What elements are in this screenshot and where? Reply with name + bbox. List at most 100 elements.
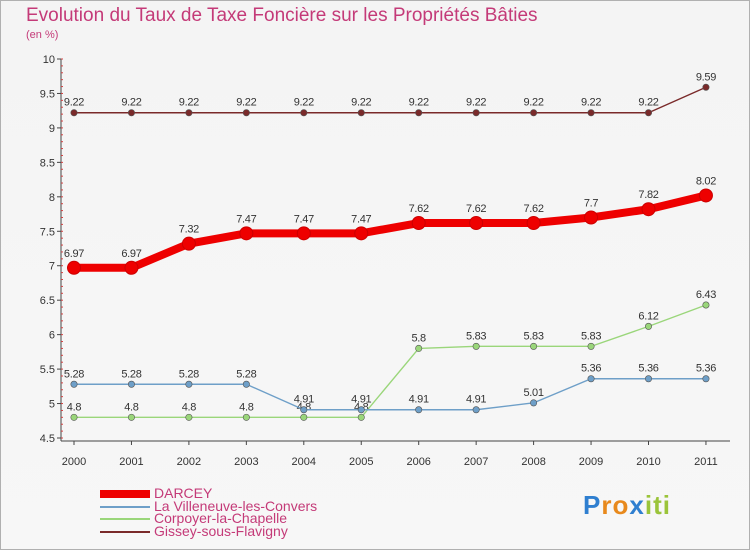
data-point: [300, 109, 308, 117]
data-point: [357, 413, 365, 421]
data-label: 9.22: [64, 97, 84, 109]
data-point: [124, 260, 139, 275]
logo-letter: t: [653, 490, 663, 520]
y-tick-label: 8: [49, 192, 55, 204]
data-label: 5.36: [696, 363, 716, 375]
proxiti-logo: Proxiti: [583, 490, 671, 521]
data-label: 4.91: [351, 394, 371, 406]
series-gissey-sous-flavigny: 9.22 9.22 9.22 9.22 9.22 9.22 9.22 9.22 9.22 9.22…: [64, 71, 717, 117]
data-point: [415, 109, 423, 117]
data-point: [472, 342, 480, 350]
data-label: 5.8: [411, 332, 426, 344]
data-point: [587, 109, 595, 117]
logo-letter: i: [644, 490, 654, 520]
y-tick-label: 10: [43, 54, 55, 66]
data-label: 7.62: [466, 203, 486, 215]
data-point: [185, 109, 193, 117]
data-point: [702, 83, 710, 91]
x-tick-label: 2007: [464, 456, 488, 468]
data-label: 4.91: [466, 394, 486, 406]
data-label: 5.83: [466, 330, 486, 342]
data-label: 6.97: [121, 248, 141, 260]
data-point: [644, 109, 652, 117]
data-label: 5.01: [523, 387, 543, 399]
x-tick-label: 2005: [349, 456, 373, 468]
x-tick-label: 2003: [234, 456, 258, 468]
x-tick-label: 2010: [636, 456, 660, 468]
data-point: [530, 342, 538, 350]
data-label: 8.02: [696, 175, 716, 187]
data-point: [127, 109, 135, 117]
data-label: 9.22: [581, 97, 601, 109]
data-point: [70, 380, 78, 388]
data-point: [354, 226, 369, 241]
data-point: [530, 109, 538, 117]
x-tick-label: 2002: [177, 456, 201, 468]
data-label: 9.22: [351, 97, 371, 109]
y-tick-label: 7: [49, 261, 55, 273]
data-point: [242, 380, 250, 388]
data-point: [702, 301, 710, 309]
data-label: 9.59: [696, 71, 716, 83]
x-tick-label: 2001: [119, 456, 143, 468]
data-label: 6.43: [696, 289, 716, 301]
data-label: 9.22: [294, 97, 314, 109]
logo-letter: o: [612, 490, 630, 520]
legend-label: Corpoyer-la-Chapelle: [154, 510, 288, 526]
data-label: 4.91: [294, 394, 314, 406]
data-point: [644, 322, 652, 330]
data-label: 7.47: [294, 213, 314, 225]
y-tick-label: 8.5: [40, 157, 55, 169]
data-point: [415, 406, 423, 414]
data-label: 5.83: [523, 330, 543, 342]
y-tick-label: 9: [49, 123, 55, 135]
data-point: [185, 413, 193, 421]
series-la-villeneuve-les-convers: 5.28 5.28 5.28 5.28 4.91 4.91 4.91 4.91 5.01 5.36…: [64, 363, 717, 414]
data-label: 5.28: [179, 368, 199, 380]
x-tick-label: 2006: [406, 456, 430, 468]
data-label: 7.62: [523, 203, 543, 215]
legend-swatch: [100, 505, 150, 508]
data-label: 9.22: [466, 97, 486, 109]
y-tick-label: 4.5: [40, 433, 55, 445]
y-tick-label: 9.5: [40, 88, 55, 100]
data-point: [587, 375, 595, 383]
data-point: [472, 406, 480, 414]
data-point: [181, 236, 196, 251]
x-tick-label: 2000: [62, 456, 86, 468]
data-point: [526, 216, 541, 231]
series-line: [73, 378, 707, 411]
data-label: 5.28: [121, 368, 141, 380]
data-point: [698, 188, 713, 203]
legend-label: Gissey-sous-Flavigny: [154, 522, 288, 539]
data-label: 9.22: [409, 97, 429, 109]
series-darcey: 6.97 6.97 7.32 7.47 7.47 7.47 7.62 7.62 7.62 7.7 7…: [64, 175, 717, 275]
series-line: [73, 304, 707, 419]
data-point: [300, 406, 308, 414]
data-label: 7.62: [409, 203, 429, 215]
x-tick-label: 2011: [694, 456, 718, 468]
data-label: 7.47: [351, 213, 371, 225]
data-point: [469, 216, 484, 231]
data-label: 5.83: [581, 330, 601, 342]
data-point: [300, 413, 308, 421]
legend-swatch: [100, 490, 150, 498]
data-point: [641, 202, 656, 217]
data-label: 5.28: [236, 368, 256, 380]
data-label: 7.32: [179, 224, 199, 236]
data-point: [472, 109, 480, 117]
data-point: [357, 109, 365, 117]
y-axis-unit-label: (en %): [26, 29, 59, 41]
y-tick-label: 5: [49, 399, 55, 411]
data-point: [587, 342, 595, 350]
data-label: 5.36: [638, 363, 658, 375]
logo-letter: r: [601, 490, 613, 520]
data-point: [67, 260, 81, 275]
data-point: [584, 210, 599, 225]
logo-letter: P: [583, 490, 602, 520]
data-label: 4.8: [124, 401, 139, 413]
data-point: [127, 380, 135, 388]
data-point: [702, 375, 710, 383]
y-tick-label: 7.5: [40, 226, 55, 238]
